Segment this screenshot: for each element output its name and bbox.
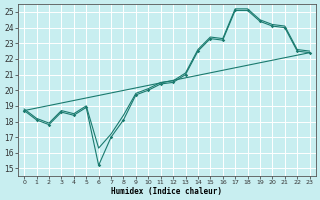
X-axis label: Humidex (Indice chaleur): Humidex (Indice chaleur) bbox=[111, 187, 222, 196]
